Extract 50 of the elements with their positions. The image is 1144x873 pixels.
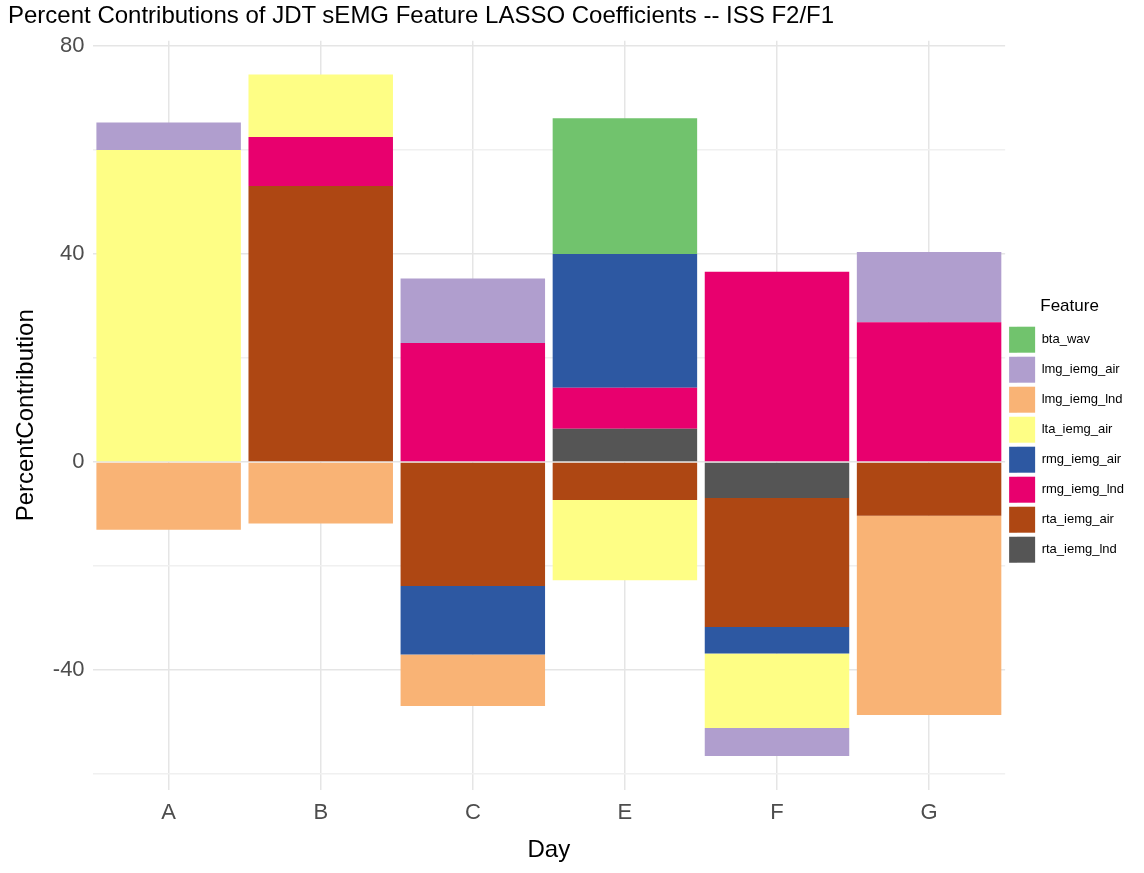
bar	[704, 462, 850, 498]
bar	[856, 515, 1002, 715]
bar	[856, 251, 1002, 323]
y-axis-title: PercentContribution	[11, 309, 39, 522]
x-tick-label: G	[920, 799, 938, 825]
bar	[248, 462, 393, 524]
bar	[248, 137, 393, 186]
y-tick-label: 40	[60, 240, 85, 266]
x-tick-label: A	[161, 799, 177, 825]
legend-label: rmg_iemg_lnd	[1041, 481, 1124, 497]
legend-label: lmg_iemg_air	[1041, 361, 1121, 377]
bar	[400, 462, 546, 586]
bar	[552, 500, 698, 581]
x-tick-label: B	[313, 799, 329, 825]
y-tick-label: -40	[52, 656, 85, 682]
bar	[704, 653, 850, 728]
bar	[96, 122, 241, 151]
bar	[400, 654, 546, 707]
bar	[856, 322, 1002, 462]
bar	[552, 254, 698, 388]
bar	[704, 727, 850, 756]
bar	[704, 627, 850, 654]
bar	[552, 462, 698, 501]
bar	[400, 585, 546, 655]
bar	[400, 278, 546, 343]
y-tick-label: 80	[60, 32, 85, 58]
x-axis-title: Day	[527, 835, 571, 863]
legend-label: lta_iemg_air	[1041, 421, 1114, 437]
legend-label: bta_wav	[1041, 331, 1091, 347]
bar	[248, 74, 393, 138]
x-tick-label: F	[770, 799, 784, 825]
x-tick-label: C	[464, 799, 481, 825]
legend-label: rta_iemg_lnd	[1041, 541, 1117, 557]
chart-title: Percent Contributions of JDT sEMG Feature LASSO Coefficients -- ISS F2/F1	[8, 1, 835, 29]
bar	[400, 343, 546, 462]
bar	[96, 150, 241, 462]
bar	[552, 118, 698, 255]
legend-label: rta_iemg_air	[1041, 511, 1115, 527]
bar	[552, 428, 698, 462]
legend-title: Feature	[1040, 296, 1099, 316]
legend-label: rmg_iemg_air	[1041, 451, 1122, 467]
bar	[704, 498, 850, 627]
bar	[704, 271, 850, 462]
bar	[856, 462, 1002, 516]
bar	[248, 185, 393, 462]
bar	[96, 462, 241, 530]
bar	[552, 387, 698, 429]
legend-label: lmg_iemg_lnd	[1041, 391, 1123, 407]
y-tick-label: 0	[72, 448, 85, 474]
x-tick-label: E	[617, 799, 633, 825]
